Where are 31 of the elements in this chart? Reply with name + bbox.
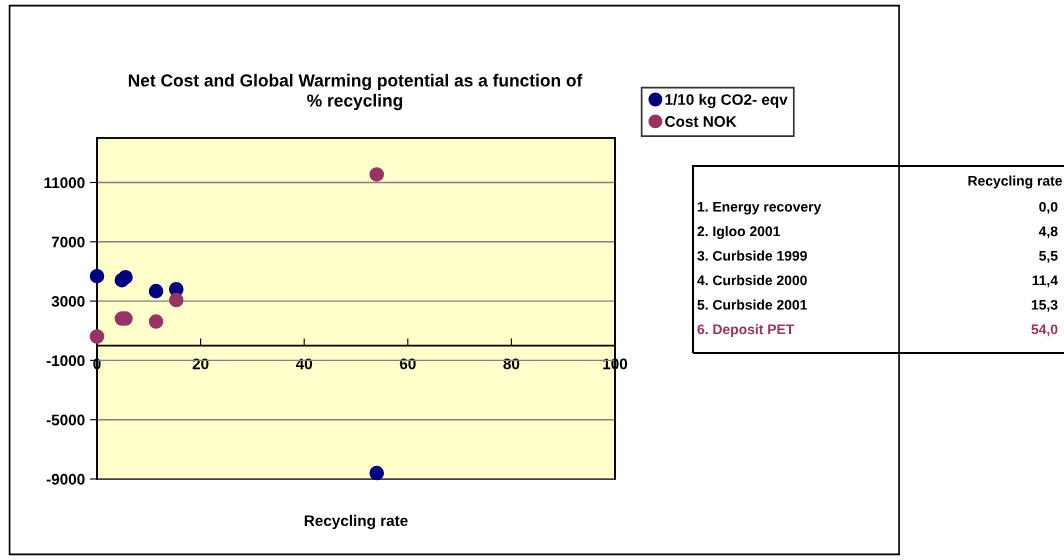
y-tick-label: -9000 (46, 473, 85, 485)
point (168, 292, 184, 308)
text: 5,5 (1039, 251, 1058, 263)
text: 11,4 (1032, 275, 1058, 288)
point (118, 269, 133, 285)
point (369, 465, 385, 481)
text: 54,0 (1031, 324, 1058, 337)
point (89, 268, 105, 284)
y-tick-label: 11000 (44, 177, 85, 189)
legend-label: Cost NOK (665, 116, 737, 127)
text: 3. Curbside 1999 (697, 250, 807, 261)
point (369, 167, 385, 182)
point (89, 329, 105, 344)
y-tick-label: -1000 (46, 355, 85, 367)
text: 4. Curbside 2000 (697, 275, 807, 286)
text: Recycling rate (968, 175, 1062, 189)
y-tick-label: 7000 (51, 236, 85, 248)
y-tick-label: -5000 (46, 414, 85, 426)
y-tick-label: 3000 (51, 295, 85, 307)
x-axis-title: Recycling rate (304, 514, 408, 530)
text: 5. Curbside 2001 (697, 299, 808, 310)
point (148, 314, 164, 329)
text: 2. Igloo 2001 (697, 226, 780, 239)
text: 0,0 (1039, 201, 1058, 214)
text: 4,8 (1038, 226, 1058, 239)
point (148, 283, 164, 299)
text: 1. Energy recovery (697, 201, 822, 215)
chart-title: Net Cost and Global Warming potential as a function of % recycling (128, 73, 583, 111)
text: 15,3 (1031, 299, 1058, 312)
legend-label: 1/10 kg CO2- eqv (665, 93, 788, 109)
text: 6. Deposit PET (697, 324, 795, 337)
